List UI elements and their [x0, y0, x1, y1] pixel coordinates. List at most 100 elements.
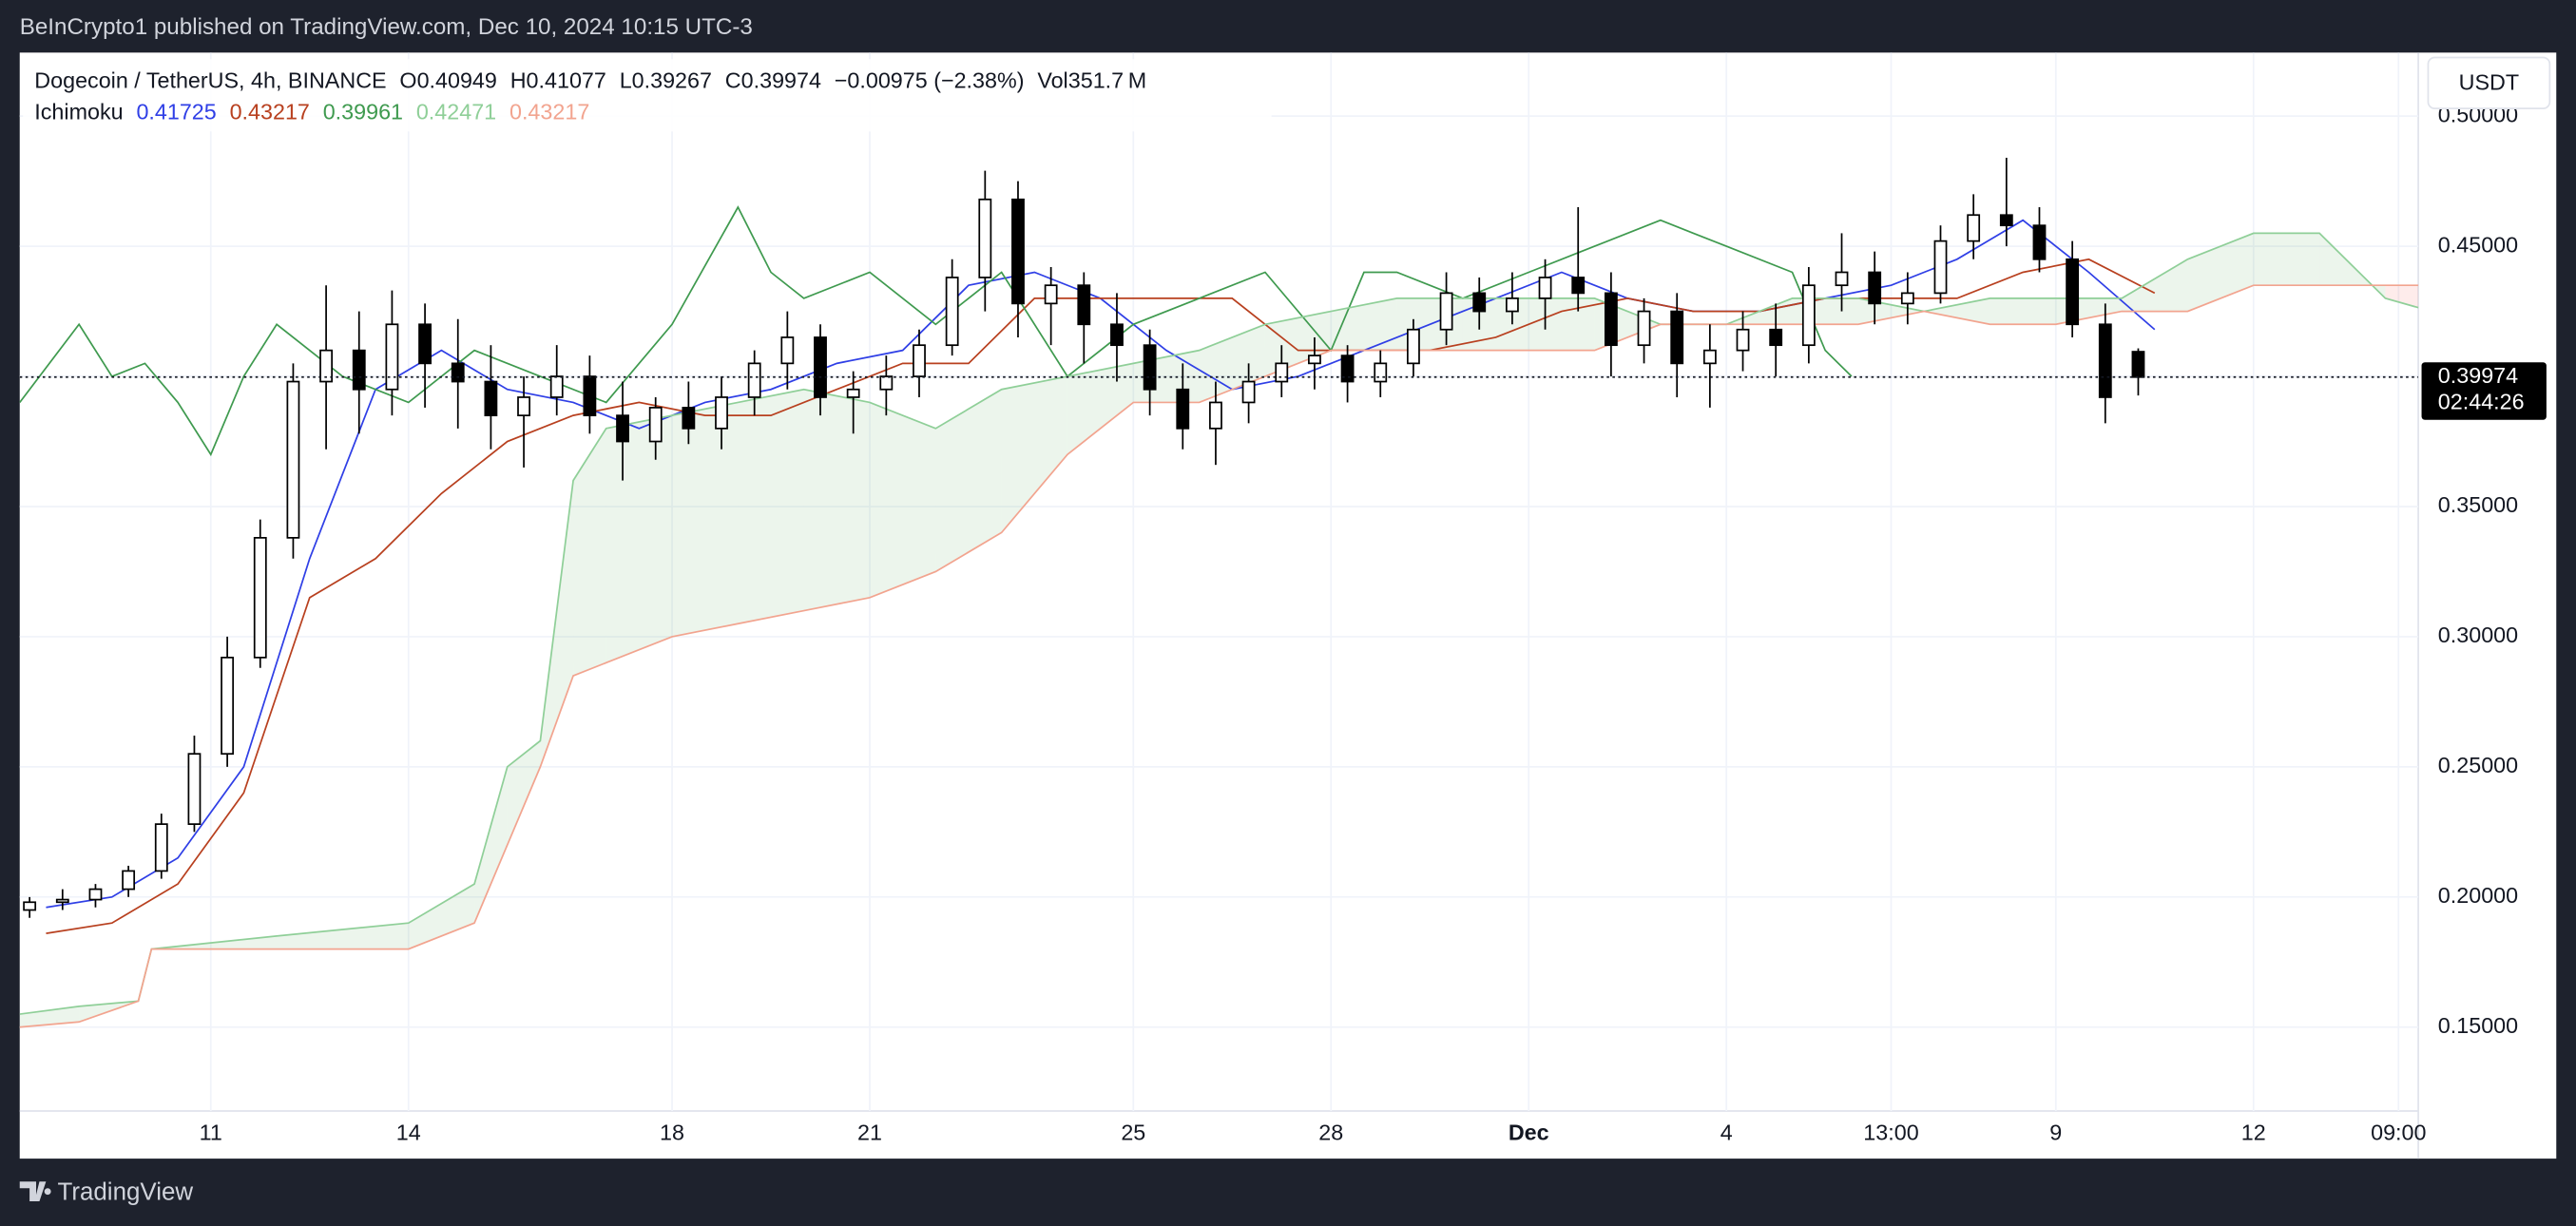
candle-body — [2032, 224, 2047, 260]
x-tick-label: 21 — [857, 1120, 882, 1144]
candle-body — [1275, 362, 1289, 383]
x-tick-label: 12 — [2241, 1120, 2266, 1144]
currency-button[interactable]: USDT — [2427, 56, 2551, 109]
y-tick-label: 0.25000 — [2438, 753, 2518, 777]
candle-body — [1044, 284, 1058, 305]
currency-label[interactable]: USDT — [2459, 69, 2519, 94]
brand-logo — [19, 1181, 51, 1202]
last-price-label: 0.39974 — [2438, 363, 2518, 388]
candle-body — [1209, 401, 1222, 430]
candle-body — [1538, 277, 1552, 299]
candle-body — [879, 375, 894, 391]
y-tick-label: 0.15000 — [2438, 1013, 2518, 1038]
candle-body — [747, 362, 761, 398]
candle-body — [55, 898, 69, 904]
cloud-segment — [672, 402, 739, 637]
indicator-value: 0.39961 — [323, 99, 403, 124]
candle-body — [418, 323, 432, 365]
countdown-label: 02:44:26 — [2438, 390, 2525, 414]
x-tick-label: 13:00 — [1863, 1120, 1918, 1144]
candle-body — [187, 753, 202, 825]
cloud-segment — [1067, 363, 1134, 455]
candle-body — [1933, 239, 1948, 295]
x-tick-label: 25 — [1121, 1120, 1145, 1144]
candle-body — [945, 277, 959, 347]
candle-body — [484, 380, 498, 416]
candle-body — [1801, 284, 1816, 347]
candle-body — [978, 198, 992, 278]
candle-body — [1736, 328, 1750, 352]
candle-body — [122, 870, 136, 891]
symbol: Dogecoin / TetherUS, 4h, BINANCE — [34, 68, 386, 93]
ohlc-label: C — [725, 68, 741, 93]
candle-body — [1702, 349, 1717, 365]
candle-body — [286, 380, 300, 539]
candle-body — [1241, 380, 1256, 404]
x-tick-label: Dec — [1509, 1120, 1549, 1144]
candle-body — [1439, 292, 1453, 331]
candle-body — [1967, 214, 1981, 242]
cloud-segment — [2122, 259, 2188, 312]
ohlc-label: L — [620, 68, 632, 93]
cloud-segment — [19, 1006, 80, 1027]
x-tick-label: 4 — [1721, 1120, 1733, 1144]
candle-body — [1472, 292, 1487, 313]
candle-body — [1374, 362, 1388, 383]
candle-body — [1505, 297, 1519, 313]
x-tick-label: 28 — [1318, 1120, 1343, 1144]
candle-body — [715, 396, 728, 430]
candle-body — [1835, 271, 1849, 287]
cloud-segment — [573, 428, 606, 677]
candle-body — [1011, 198, 1025, 305]
candle-body — [1637, 310, 1651, 347]
candle-body — [2131, 351, 2145, 378]
ohlc-label: H — [510, 68, 527, 93]
candle-body — [1110, 323, 1124, 347]
ohlc-value: 0.40949 — [417, 68, 497, 93]
indicator-header: Ichimoku 0.41725 0.43217 0.39961 0.42471 0.43… — [34, 99, 589, 124]
publish-info: BeInCrypto1 published on TradingView.com… — [20, 14, 753, 40]
cloud-segment — [2385, 285, 2419, 308]
candle-body — [253, 536, 267, 659]
x-tick-label: 14 — [396, 1120, 421, 1144]
candle-body — [1143, 344, 1157, 391]
candle-body — [517, 396, 530, 416]
last-price-box — [2421, 362, 2547, 420]
candle-body — [648, 407, 663, 443]
symbol-header: Dogecoin / TetherUS, 4h, BINANCE O0.40949… — [34, 68, 1146, 93]
candle-body — [1406, 328, 1420, 365]
candle-body — [319, 349, 334, 383]
candle-body — [2098, 323, 2112, 398]
candle-body — [1670, 310, 1684, 365]
legend: Dogecoin / TetherUS, 4h, BINANCE O0.40949… — [23, 59, 1272, 132]
y-tick-label: 0.35000 — [2438, 492, 2518, 517]
candle-body — [1900, 292, 1914, 305]
change: −0.00975 (−2.38%) — [835, 68, 1025, 93]
cloud-segment — [1924, 297, 1990, 325]
indicator-value: 0.43217 — [230, 99, 310, 124]
chart-area — [19, 52, 2557, 1159]
candle-body — [221, 656, 235, 756]
candle-body — [1077, 284, 1091, 326]
candle-body — [549, 375, 564, 398]
leading-span-a — [19, 232, 2419, 1015]
ohlc-value: 0.39974 — [741, 68, 821, 93]
indicator-name: Ichimoku — [34, 99, 123, 124]
candle-body — [616, 414, 629, 443]
candle-body — [23, 901, 37, 911]
candle-body — [154, 823, 168, 872]
currency-button-box[interactable] — [2427, 56, 2551, 109]
legend-bg — [23, 59, 1272, 132]
leading-span-b — [19, 284, 2419, 1028]
y-tick-label: 0.20000 — [2438, 883, 2518, 908]
y-tick-label: 0.30000 — [2438, 623, 2518, 647]
candle-body — [1340, 354, 1355, 383]
y-tick-label: 0.45000 — [2438, 232, 2518, 257]
candle-body — [682, 407, 696, 430]
x-tick-label: 18 — [660, 1120, 684, 1144]
ohlc-label: O — [399, 68, 416, 93]
volume-label: Vol — [1037, 68, 1067, 93]
indicator-value: 0.41725 — [136, 99, 216, 124]
cloud-segment — [2253, 233, 2320, 286]
